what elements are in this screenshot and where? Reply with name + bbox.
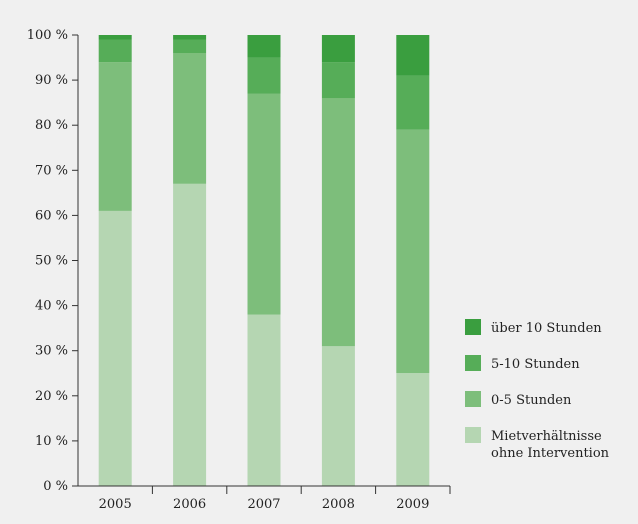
y-tick-label: 30 %: [35, 344, 68, 359]
bar-segment-2006-5-10-stunden: [173, 39, 207, 53]
legend-swatch-5-10-stunden: [465, 355, 481, 371]
bar-segment-2007-5-10-stunden: [247, 57, 281, 94]
y-tick-label: 80 %: [35, 118, 68, 133]
legend-swatch-mietverhältnisse-ohne-intervention: [465, 427, 481, 443]
y-tick-label: 20 %: [35, 389, 68, 404]
y-tick-label: 70 %: [35, 163, 68, 178]
legend: über 10 Stunden 5-10 Stunden 0-5 Stunden Mi…: [465, 319, 610, 461]
y-tick-label: 40 %: [35, 299, 68, 314]
legend-label-mietverhältnisse-ohne-intervention: Mietverhältnisse: [491, 429, 602, 444]
y-tick-label: 50 %: [35, 254, 68, 269]
bar-segment-2005-5-10-stunden: [98, 39, 132, 63]
bar-segment-2005-über-10-stunden: [98, 35, 132, 40]
x-tick-label: 2005: [99, 497, 132, 512]
bar-segment-2009-mietverhältnisse-ohne-intervention: [396, 373, 430, 487]
legend-label-über-10-stunden: über 10 Stunden: [491, 321, 602, 336]
legend-label-5-10-stunden: 5-10 Stunden: [491, 357, 580, 372]
x-tick-label: 2007: [247, 497, 280, 512]
x-tick-label: 2009: [396, 497, 429, 512]
bar-segment-2008-mietverhältnisse-ohne-intervention: [321, 346, 355, 486]
bar-segment-2009-5-10-stunden: [396, 75, 430, 130]
bar-segment-2008-0-5-stunden: [321, 98, 355, 347]
bar-segment-2007-mietverhältnisse-ohne-intervention: [247, 314, 281, 486]
bar-segment-2006-0-5-stunden: [173, 53, 207, 184]
bar-segment-2007-0-5-stunden: [247, 93, 281, 315]
legend-label-mietverhältnisse-ohne-intervention: ohne Intervention: [491, 446, 610, 461]
y-tick-label: 90 %: [35, 73, 68, 88]
bars-group: [98, 35, 430, 487]
bar-segment-2008-5-10-stunden: [321, 62, 355, 99]
bar-segment-2007-über-10-stunden: [247, 35, 281, 58]
x-tick-label: 2006: [173, 497, 206, 512]
x-tick-label: 2008: [322, 497, 355, 512]
y-tick-label: 10 %: [35, 434, 68, 449]
legend-swatch-0-5-stunden: [465, 391, 481, 407]
bar-segment-2006-über-10-stunden: [173, 35, 207, 40]
bar-segment-2009-über-10-stunden: [396, 35, 430, 76]
legend-label-0-5-stunden: 0-5 Stunden: [491, 393, 572, 408]
y-tick-label: 100 %: [27, 28, 68, 43]
bar-segment-2005-mietverhältnisse-ohne-intervention: [98, 210, 132, 486]
y-tick-label: 60 %: [35, 208, 68, 223]
bar-segment-2009-0-5-stunden: [396, 129, 430, 374]
legend-swatch-über-10-stunden: [465, 319, 481, 335]
y-tick-label: 0 %: [43, 479, 68, 494]
bar-segment-2005-0-5-stunden: [98, 62, 132, 211]
bar-segment-2006-mietverhältnisse-ohne-intervention: [173, 183, 207, 487]
bar-segment-2008-über-10-stunden: [321, 35, 355, 63]
